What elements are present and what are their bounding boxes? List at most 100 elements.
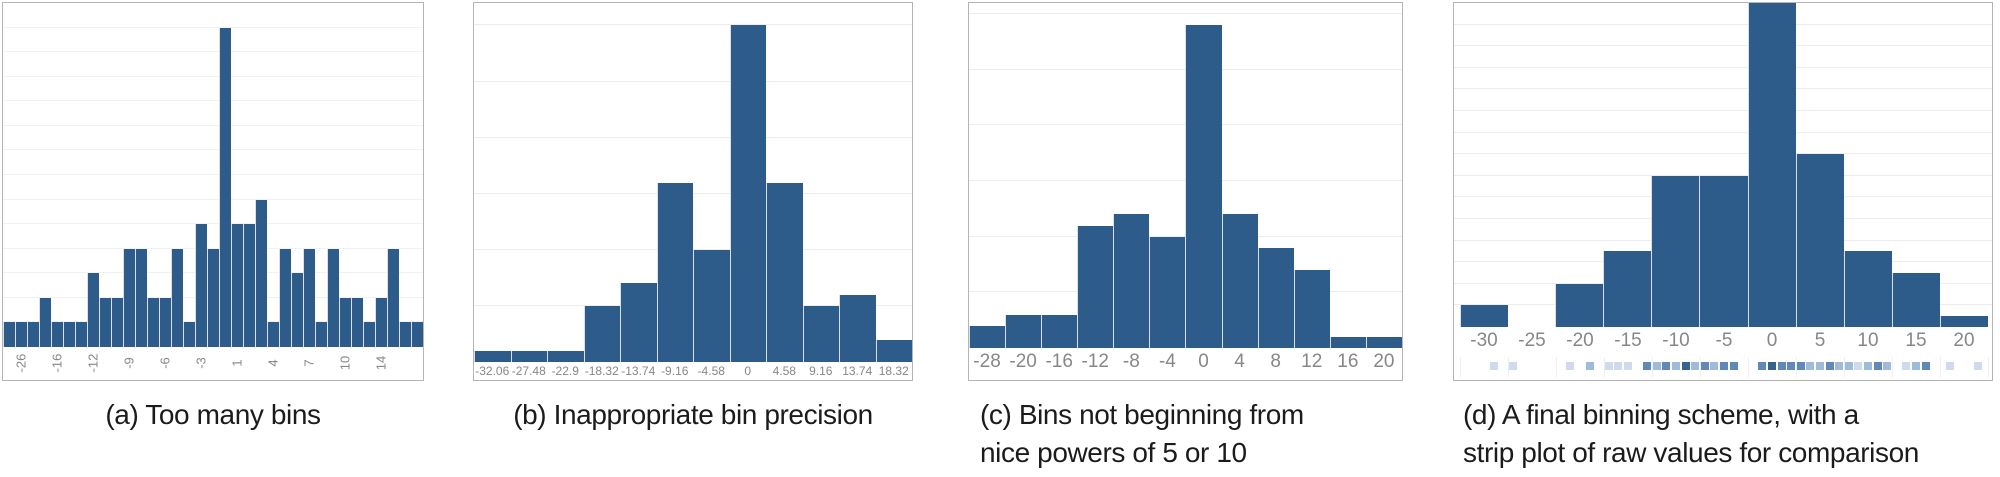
x-tick-label: -27.48 [511, 364, 546, 378]
x-tick-label: 20 [1373, 351, 1395, 372]
histogram-bar [411, 322, 423, 347]
strip-plot-square [1796, 362, 1805, 370]
bars-row [1460, 3, 1989, 327]
plot-area-c [969, 3, 1402, 348]
histogram-bar [327, 248, 339, 347]
histogram-panel-a: -26 -16 -12 -9 -6 -3 1 4 7 10 14 [2, 2, 424, 381]
strip-plot [1454, 355, 1992, 380]
histogram-bar [363, 322, 375, 347]
x-tick-label: 4 [1234, 351, 1245, 372]
histogram-bar [267, 322, 279, 347]
histogram-bar [99, 297, 111, 347]
histogram-bar [87, 273, 99, 347]
strip-plot-square [1768, 362, 1776, 370]
x-tick-label: -12 [85, 353, 101, 373]
strip-bin-boundary [1796, 357, 1797, 378]
gridline [1454, 174, 1992, 176]
strip-plot-square [1806, 362, 1815, 370]
bars-row [3, 3, 423, 347]
x-tick-label: 0 [1198, 351, 1209, 372]
histogram-bar [1365, 336, 1402, 348]
x-tick-label: -9.16 [661, 364, 689, 378]
x-tick-label: -30 [1470, 330, 1498, 351]
x-tick-label: -26 [13, 353, 29, 373]
strip-bin-boundary [1844, 357, 1845, 378]
strip-bin-boundary [1508, 357, 1509, 378]
gridline [3, 174, 423, 175]
strip-plot-square [1825, 362, 1834, 370]
x-tick-label: 4 [265, 359, 281, 367]
gridline [1454, 153, 1992, 155]
histogram-bar [1603, 251, 1652, 327]
strip-plot-square [1720, 362, 1728, 370]
gridline [969, 13, 1402, 15]
histogram-bar [1795, 154, 1844, 327]
histogram-bar [1041, 314, 1078, 348]
strip-plot-square [1508, 362, 1517, 370]
histogram-bar [39, 297, 51, 347]
strip-plot-square [1844, 362, 1853, 370]
histogram-bar [339, 297, 351, 347]
x-tick-label: -3 [193, 357, 209, 369]
gridline [3, 223, 423, 225]
gridline [1454, 45, 1992, 47]
histogram-bar [147, 297, 159, 347]
strip-plot-square [1902, 362, 1911, 370]
x-tick-label: -20 [1566, 330, 1594, 351]
strip-plot-square [1883, 362, 1892, 370]
strip-plot-square [1729, 362, 1738, 370]
x-tick-label: -4.58 [697, 364, 725, 378]
strip-plot-square [1854, 362, 1863, 370]
histogram-bar [1891, 273, 1940, 327]
strip-plot-square [1835, 362, 1844, 370]
strip-bin-boundary [1652, 357, 1653, 378]
plot-area-b [474, 3, 912, 362]
strip-plot-square [1585, 362, 1594, 370]
histogram-bar [1005, 314, 1042, 348]
caption-panel-b: (b) Inappropriate bin precision [473, 396, 913, 434]
x-tick-label: -32.06 [475, 364, 510, 378]
gridline [1454, 66, 1992, 68]
bars-row [474, 3, 912, 362]
strip-plot-square [1700, 362, 1709, 370]
histogram-bar [231, 224, 243, 347]
histogram-bar [1077, 225, 1114, 348]
x-tick-label: 7 [301, 359, 317, 367]
strip-plot-square [1777, 362, 1786, 370]
x-tick-label: 18.32 [878, 364, 909, 378]
histogram-panel-b: -32.06 -27.48 -22.9 -18.32 -13.74 -9.16 -4.58 0… [473, 2, 913, 381]
strip-plot-square [1974, 362, 1983, 370]
caption-text: (a) Too many bins [105, 399, 321, 430]
x-tick-label: 13.74 [842, 364, 873, 378]
histogram-bar [387, 248, 399, 347]
gridline [3, 149, 423, 151]
histogram-bar [620, 283, 657, 362]
strip-bin-boundary [1604, 357, 1605, 378]
histogram-bar [255, 199, 267, 347]
histogram-bar [875, 339, 912, 362]
histogram-bar [3, 322, 15, 347]
x-tick-label: 12 [1301, 351, 1323, 372]
plot-area-a [3, 3, 423, 347]
histogram-bar [656, 182, 693, 362]
x-tick-label: -8 [1122, 351, 1140, 372]
histogram-bar [1460, 305, 1509, 327]
caption-text: (b) Inappropriate bin precision [513, 399, 873, 430]
x-tick-label: -10 [1662, 330, 1690, 351]
x-tick-label: 1 [229, 359, 245, 367]
histogram-bar [839, 294, 876, 362]
histogram-bar [547, 350, 584, 362]
histogram-bar [583, 305, 620, 362]
histogram-bar [474, 350, 511, 362]
strip-plot-square [1758, 362, 1767, 370]
histogram-bar [1293, 270, 1330, 348]
histogram-bar [15, 322, 27, 347]
strip-bin-boundary [1748, 357, 1749, 378]
histogram-bar [207, 248, 219, 347]
caption-text: (d) A final binning scheme, with a [1463, 399, 1859, 430]
x-tick-label: 9.16 [809, 364, 833, 378]
strip-plot-square [1945, 362, 1954, 370]
histogram-bar [1257, 247, 1294, 348]
x-tick-label: 8 [1270, 351, 1281, 372]
gridline [1454, 131, 1992, 133]
